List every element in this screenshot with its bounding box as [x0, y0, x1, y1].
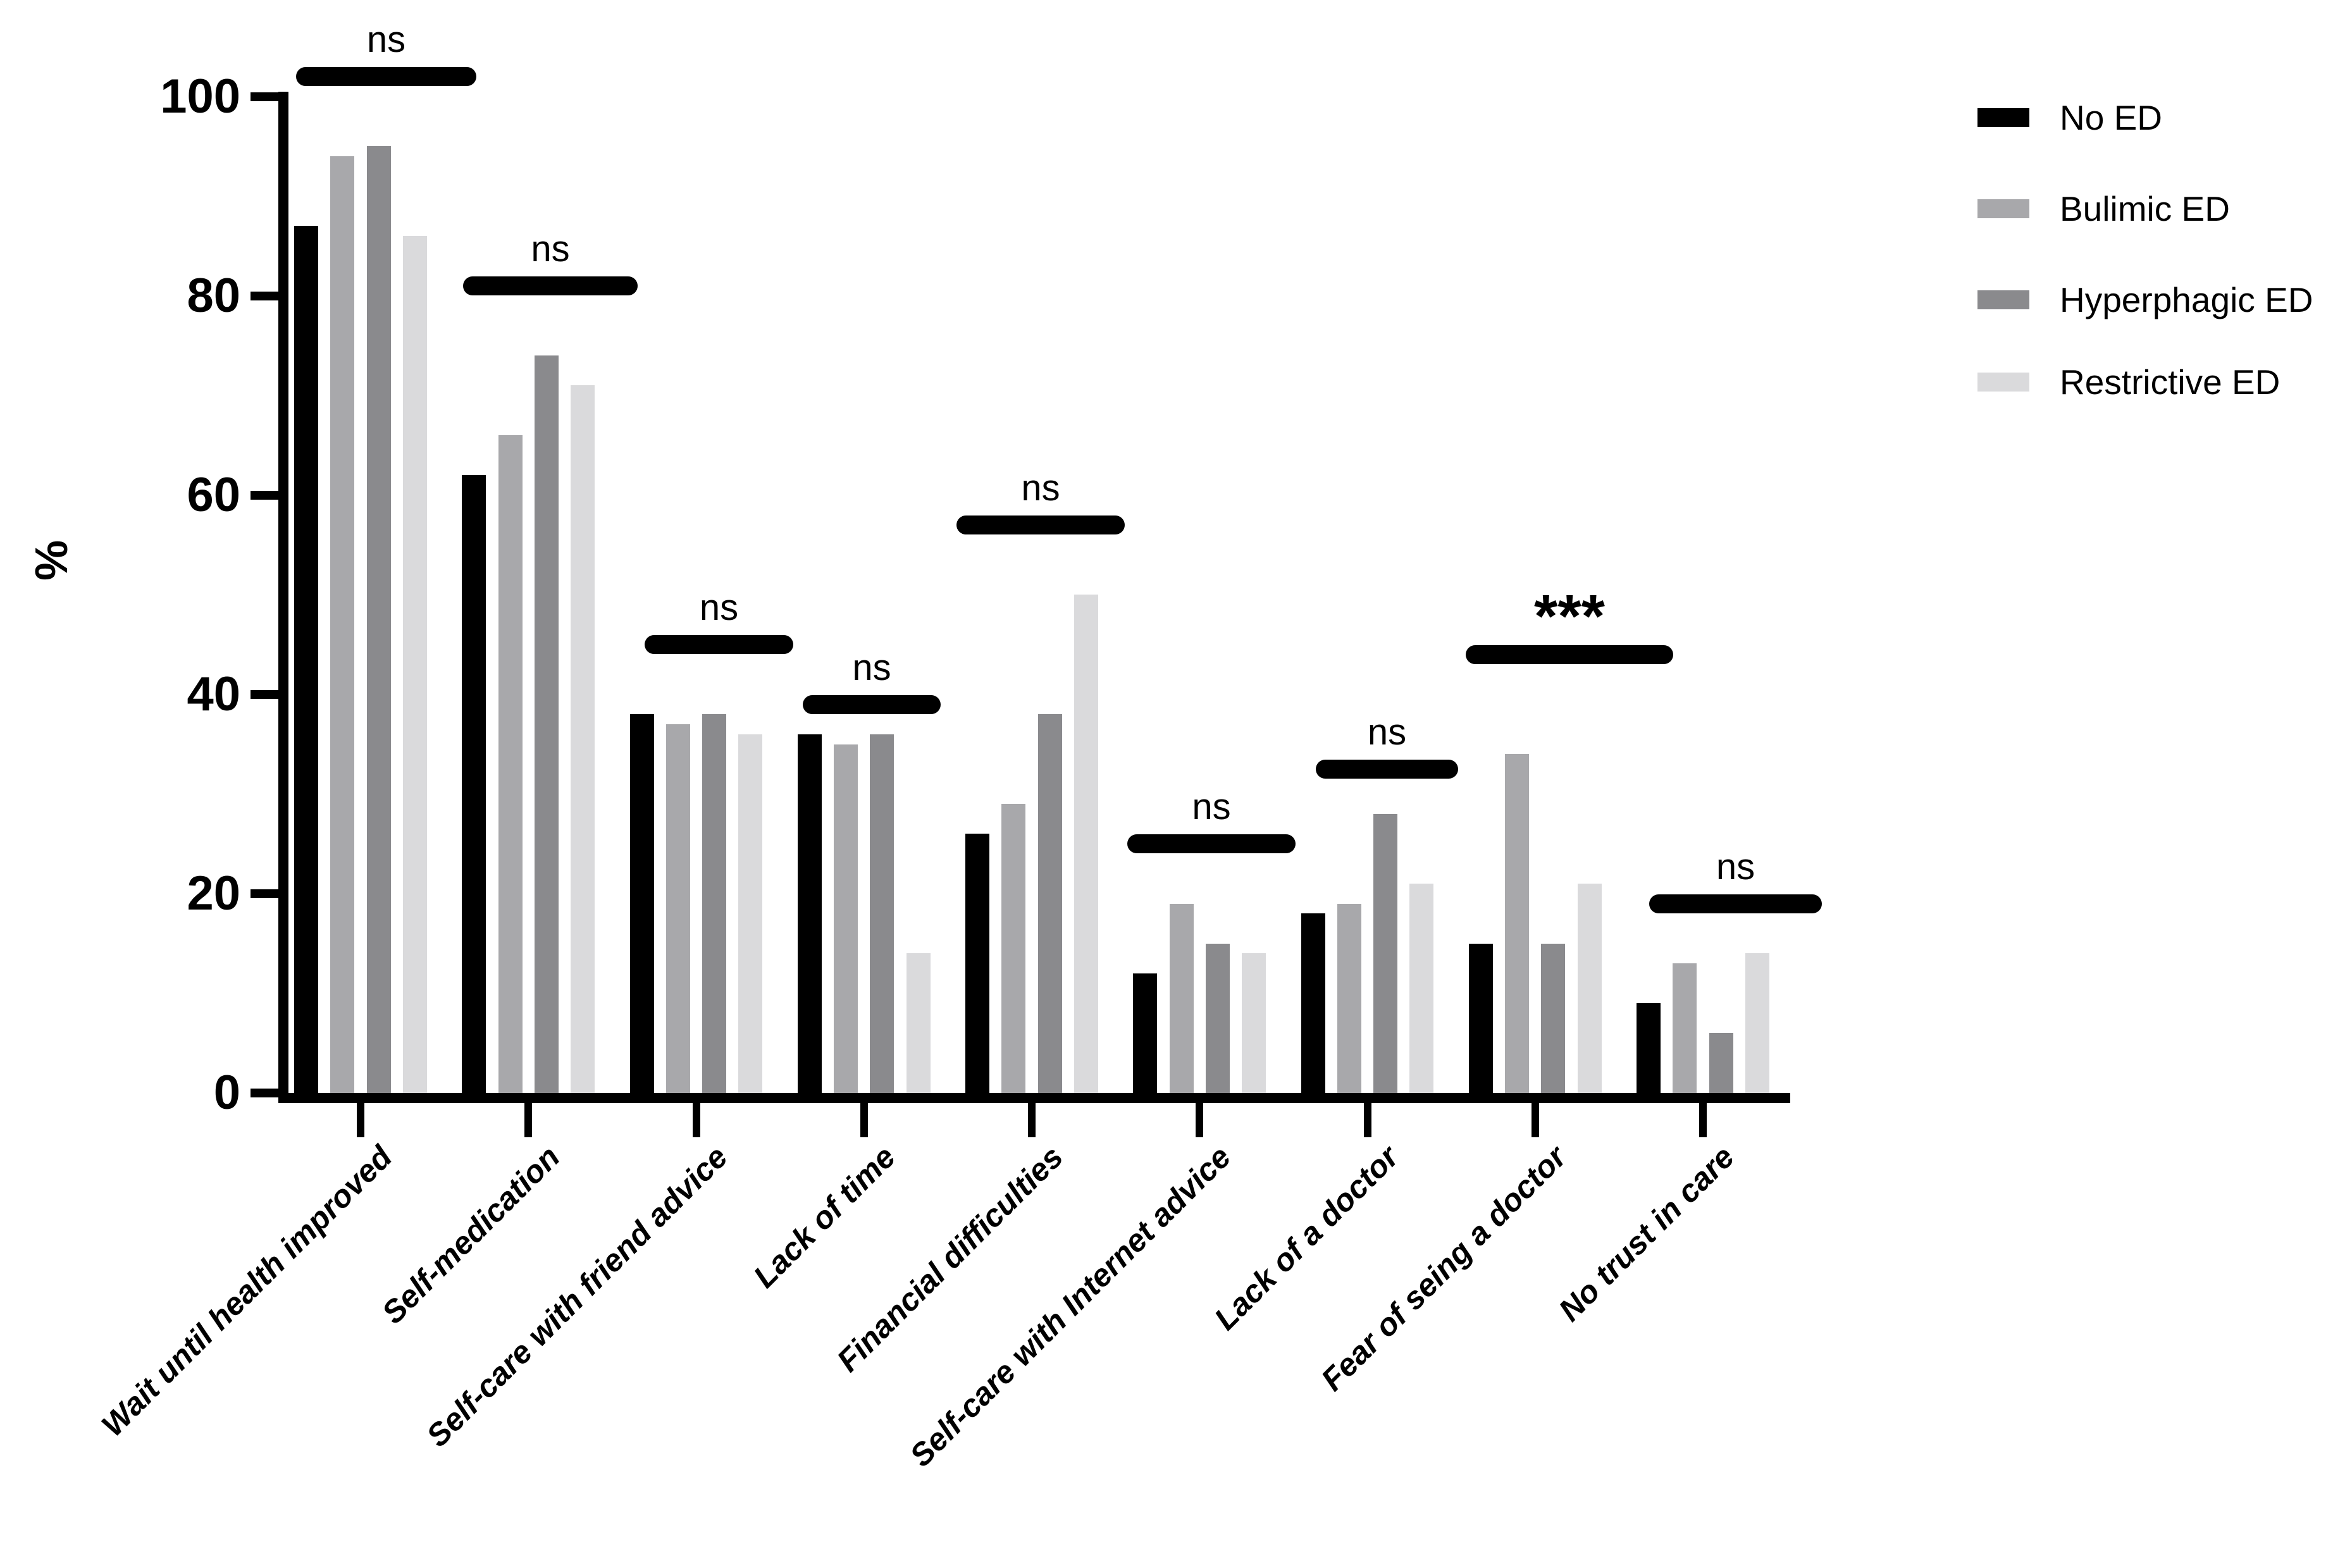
- y-tick-label: 80: [187, 268, 240, 323]
- x-tick: [860, 1103, 868, 1137]
- bar-hyperphagic-ed: [1205, 943, 1230, 1093]
- bar-no-ed: [294, 226, 319, 1093]
- x-category-label: Self-care with friend advice: [419, 1139, 734, 1454]
- legend-item: Hyperphagic ED: [1977, 280, 2313, 319]
- significance-label: ns: [1192, 786, 1231, 828]
- bar-no-ed: [629, 714, 654, 1093]
- legend-swatch: [1977, 373, 2029, 392]
- y-axis-line: [278, 91, 288, 1103]
- bar-restrictive-ed: [1242, 953, 1266, 1093]
- bar-hyperphagic-ed: [366, 146, 391, 1093]
- x-category-label: Self-medication: [374, 1139, 567, 1331]
- x-category-label: No trust in care: [1552, 1139, 1742, 1328]
- bar-bulimic-ed: [834, 744, 858, 1093]
- x-tick: [524, 1103, 533, 1137]
- y-tick: [251, 1089, 278, 1097]
- bar-bulimic-ed: [1001, 804, 1026, 1093]
- significance-bracket: [1316, 759, 1458, 779]
- bar-restrictive-ed: [1577, 884, 1602, 1093]
- significance-bracket: [463, 276, 638, 295]
- bar-hyperphagic-ed: [702, 714, 727, 1093]
- y-tick-label: 20: [187, 866, 240, 920]
- bar-bulimic-ed: [498, 435, 523, 1093]
- bar-hyperphagic-ed: [1037, 714, 1062, 1093]
- x-tick: [1699, 1103, 1707, 1137]
- bar-restrictive-ed: [402, 236, 427, 1093]
- significance-bracket: [1127, 834, 1296, 854]
- x-axis-line: [278, 1093, 1790, 1103]
- y-tick-label: 0: [213, 1066, 240, 1120]
- significance-label: ns: [852, 646, 891, 688]
- legend-label: No ED: [2060, 98, 2162, 137]
- bar-restrictive-ed: [906, 953, 931, 1093]
- significance-bracket: [1466, 645, 1673, 664]
- x-category-label: Wait until health improved: [94, 1139, 399, 1443]
- y-tick: [251, 889, 278, 898]
- x-category-label: Self-care with Internet advice: [903, 1139, 1238, 1474]
- bar-restrictive-ed: [1745, 953, 1769, 1093]
- x-category-label: Lack of a doctor: [1208, 1139, 1406, 1337]
- bar-hyperphagic-ed: [1373, 813, 1398, 1093]
- bar-restrictive-ed: [738, 734, 763, 1093]
- legend-swatch: [1977, 199, 2029, 218]
- significance-label: ns: [531, 228, 570, 269]
- x-category-label: Lack of time: [746, 1139, 903, 1295]
- bar-bulimic-ed: [330, 156, 355, 1093]
- bar-no-ed: [462, 475, 486, 1093]
- significance-label: ns: [699, 587, 739, 629]
- bar-hyperphagic-ed: [870, 734, 894, 1093]
- y-tick-label: 60: [187, 467, 240, 522]
- y-tick: [251, 490, 278, 500]
- significance-label: ns: [366, 18, 406, 60]
- significance-bracket: [296, 66, 476, 86]
- bar-hyperphagic-ed: [1709, 1033, 1733, 1093]
- legend-swatch: [1977, 108, 2029, 127]
- bar-no-ed: [965, 834, 990, 1093]
- x-tick: [357, 1103, 364, 1137]
- bar-no-ed: [797, 734, 822, 1093]
- x-tick: [1531, 1103, 1539, 1137]
- bar-hyperphagic-ed: [534, 355, 559, 1093]
- bar-restrictive-ed: [1074, 595, 1098, 1093]
- legend-label: Restrictive ED: [2060, 362, 2280, 402]
- legend-label: Hyperphagic ED: [2060, 280, 2313, 319]
- x-tick: [1196, 1103, 1204, 1137]
- bar-restrictive-ed: [1409, 884, 1434, 1093]
- legend-item: Bulimic ED: [1977, 189, 2230, 228]
- bar-no-ed: [1301, 913, 1325, 1093]
- y-tick-label: 40: [187, 667, 240, 721]
- bar-no-ed: [1637, 1003, 1661, 1093]
- legend-label: Bulimic ED: [2060, 189, 2230, 228]
- significance-label: ns: [1716, 846, 1755, 887]
- significance-bracket: [1649, 894, 1822, 913]
- legend-item: No ED: [1977, 98, 2162, 137]
- x-tick: [692, 1103, 700, 1137]
- bar-bulimic-ed: [1169, 903, 1194, 1093]
- x-tick: [1363, 1103, 1371, 1137]
- bar-no-ed: [1468, 943, 1493, 1093]
- y-axis-title: %: [25, 540, 76, 581]
- significance-bracket: [956, 515, 1125, 534]
- legend-item: Restrictive ED: [1977, 362, 2280, 402]
- bar-restrictive-ed: [571, 385, 595, 1093]
- significance-label: ns: [1021, 467, 1060, 509]
- significance-bracket: [803, 694, 941, 714]
- bar-bulimic-ed: [665, 724, 690, 1093]
- legend-swatch: [1977, 290, 2029, 309]
- y-tick: [251, 291, 278, 300]
- significance-label: ***: [1533, 582, 1606, 650]
- y-tick: [251, 92, 278, 101]
- bar-bulimic-ed: [1673, 963, 1697, 1093]
- bar-hyperphagic-ed: [1541, 943, 1566, 1093]
- significance-bracket: [645, 635, 793, 655]
- significance-label: ns: [1367, 711, 1407, 753]
- bar-bulimic-ed: [1505, 754, 1530, 1093]
- bar-no-ed: [1133, 973, 1158, 1093]
- y-tick: [251, 689, 278, 699]
- y-tick-label: 100: [160, 69, 240, 123]
- bar-bulimic-ed: [1337, 903, 1361, 1093]
- x-tick: [1028, 1103, 1036, 1137]
